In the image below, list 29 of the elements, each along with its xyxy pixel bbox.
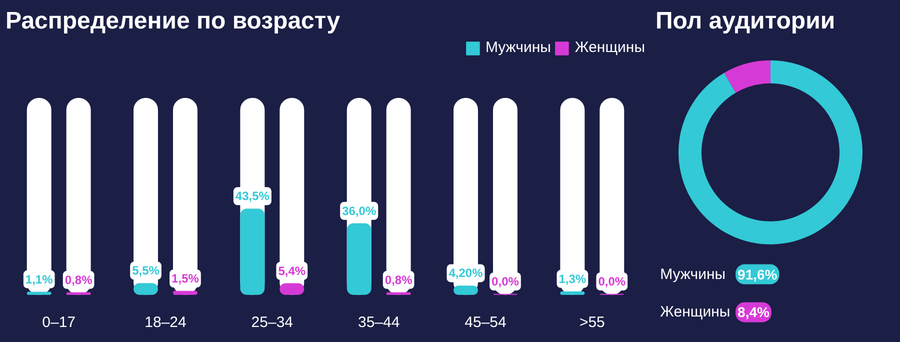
bar: [173, 290, 198, 295]
data-label: 0,8%: [64, 272, 93, 287]
legend-label: Женщины: [660, 304, 730, 321]
x-tick-label: 0–17: [42, 314, 76, 331]
x-tick-label: 35–44: [358, 314, 400, 331]
data-label: 1,1%: [25, 272, 54, 286]
chart-title: Пол аудитории: [656, 8, 836, 34]
data-label: 8,4%: [738, 304, 770, 320]
legend-label: Мужчины: [660, 266, 726, 283]
data-label: 5,5%: [132, 264, 160, 278]
bar: [26, 292, 52, 295]
data-label: 43,5%: [235, 189, 270, 204]
x-tick-label: 25–34: [251, 314, 294, 331]
x-tick-label: 18–24: [144, 314, 186, 331]
x-tick-label: 45–54: [464, 314, 506, 331]
data-label: 0,0%: [492, 274, 520, 288]
legend-label: Мужчины: [485, 39, 551, 56]
data-label: 36,0%: [342, 204, 376, 218]
data-label: 5,4%: [278, 264, 306, 278]
legend-label: Женщины: [574, 39, 645, 56]
data-label: 0,0%: [598, 274, 626, 288]
x-tick-label: >55: [579, 314, 605, 331]
data-label: 1,5%: [172, 272, 200, 286]
data-label: 0,8%: [384, 272, 413, 287]
data-label: 91,6%: [738, 266, 778, 282]
data-label: 4,20%: [448, 266, 484, 280]
bar: [560, 291, 585, 295]
data-label: 1,3%: [558, 272, 586, 286]
chart-title: Распределение по возрасту: [6, 8, 341, 34]
